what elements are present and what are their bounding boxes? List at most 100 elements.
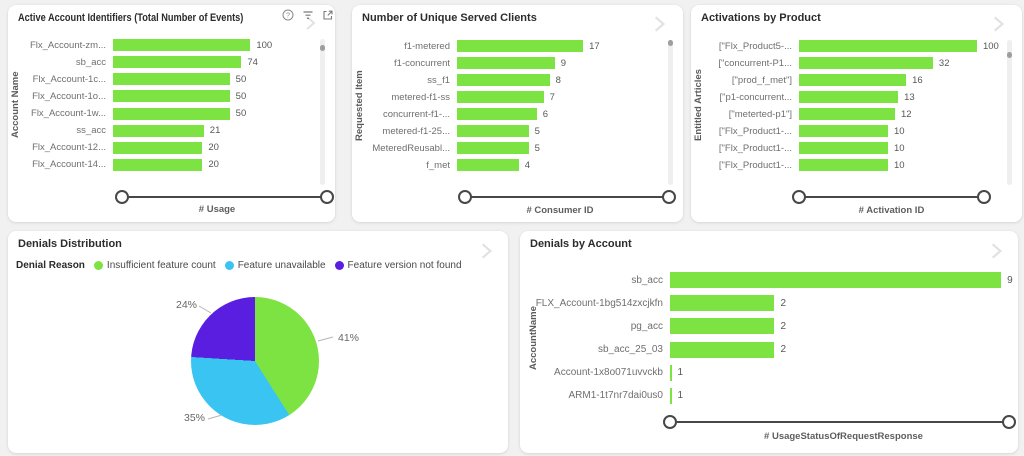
bar-area: 8 (457, 74, 662, 86)
category-label: ["meterted-p1"] (728, 108, 792, 120)
category-label: Flx_Account-12... (32, 142, 106, 154)
slider-handle-right[interactable] (662, 190, 676, 204)
bar-row: f_met 4 (362, 159, 662, 171)
legend-color-dot (224, 261, 234, 270)
slider-handle-left[interactable] (115, 190, 129, 204)
slider-handle-right[interactable] (977, 190, 991, 204)
bar[interactable] (113, 90, 230, 103)
chevron-right-icon[interactable] (649, 14, 669, 34)
bar-row: metered-f1-25... 5 (362, 125, 662, 137)
bar[interactable] (113, 141, 203, 154)
chart-title: Number of Unique Served Clients (362, 12, 537, 24)
chart-title: Denials Distribution (18, 238, 122, 250)
legend-color-dot (334, 261, 344, 270)
popout-icon[interactable] (322, 9, 334, 21)
card-denials-distribution: Denials Distribution Denial Reason Insuf… (8, 231, 508, 453)
x-axis-title: # Activation ID (858, 205, 925, 216)
bar-area: 12 (799, 108, 984, 120)
chevron-right-icon[interactable] (476, 241, 496, 261)
bar[interactable] (113, 107, 230, 120)
pie-chart[interactable] (191, 297, 319, 425)
help-icon[interactable]: ? (282, 9, 294, 21)
chevron-right-icon[interactable] (986, 241, 1006, 261)
legend-item[interactable]: Feature version not found (334, 260, 462, 271)
slider-handle-left[interactable] (663, 415, 677, 429)
bar-row: sb_acc_25_03 2 (530, 341, 1017, 358)
bar-row: ["Flx_Product1-... 10 (701, 159, 984, 171)
bar[interactable] (799, 125, 888, 137)
bar-area: 16 (799, 74, 984, 86)
bar-area: 2 (670, 341, 1017, 358)
category-label: ss_acc (76, 125, 106, 137)
slider-handle-right[interactable] (1002, 415, 1016, 429)
bar[interactable] (113, 56, 242, 69)
slider-handle-left[interactable] (792, 190, 806, 204)
bar-row: FLX_Account-1bg514zxcjkfn 2 (530, 295, 1017, 312)
bar-area: 20 (113, 141, 319, 154)
scrollbar-thumb[interactable] (668, 40, 673, 46)
value-label: 17 (589, 40, 600, 52)
bar[interactable] (670, 364, 672, 381)
bar[interactable] (457, 125, 529, 137)
bar[interactable] (113, 73, 230, 86)
bar-area: 10 (799, 125, 984, 137)
bar[interactable] (670, 318, 775, 335)
bar-row: Flx_Account-zm... 100 (18, 39, 319, 51)
bar[interactable] (799, 40, 977, 52)
card-unique-served-clients: Number of Unique Served Clients Requeste… (352, 5, 683, 222)
bar-plot: f1-metered 17 f1-concurrent 9 ss_f1 8 metered-… (362, 40, 662, 171)
bar[interactable] (799, 159, 888, 171)
bar-area: 9 (670, 272, 1017, 288)
category-label: Flx_Account-1w... (31, 108, 106, 120)
slider-track[interactable] (799, 195, 984, 198)
bar-row: concurrent-f1-... 6 (362, 108, 662, 120)
bar[interactable] (670, 272, 1002, 288)
bar[interactable] (457, 40, 584, 52)
bar-area: 4 (457, 159, 662, 171)
bar[interactable] (670, 341, 775, 358)
bar[interactable] (799, 142, 888, 154)
value-label: 10 (893, 159, 905, 171)
bar[interactable] (113, 39, 251, 51)
bar[interactable] (670, 387, 672, 404)
bar[interactable] (799, 74, 907, 86)
legend-item[interactable]: Feature unavailable (224, 260, 326, 271)
bar[interactable] (113, 124, 204, 137)
slider-track[interactable] (122, 195, 327, 198)
slider-track[interactable] (465, 195, 669, 198)
chevron-right-icon[interactable] (301, 14, 319, 32)
value-label: 10 (893, 125, 905, 137)
filter-icon[interactable] (302, 9, 314, 21)
bar[interactable] (457, 91, 544, 103)
bar[interactable] (799, 57, 933, 69)
slider-handle-left[interactable] (458, 190, 472, 204)
bar[interactable] (799, 108, 896, 120)
bar[interactable] (457, 142, 529, 154)
bar[interactable] (457, 108, 537, 120)
bar-area: 5 (457, 142, 662, 154)
chevron-right-icon[interactable] (988, 14, 1008, 34)
bar-plot: Flx_Account-zm... 100 sb_acc 74 Flx_Account-… (18, 39, 319, 171)
bar[interactable] (457, 74, 550, 86)
x-axis-title: # UsageStatusOfRequestResponse (764, 431, 923, 442)
category-label: sb_acc_25_03 (597, 344, 663, 356)
slider-track[interactable] (670, 420, 1009, 423)
bar-area: 5 (457, 125, 662, 137)
legend-item[interactable]: Insufficient feature count (93, 260, 216, 271)
bar-row: Account-1x8o071uvvckb 1 (530, 364, 1017, 381)
bar[interactable] (670, 295, 775, 312)
scrollbar-thumb[interactable] (1007, 52, 1012, 58)
category-label: pg_acc (630, 320, 663, 332)
bar-area: 7 (457, 91, 662, 103)
bar[interactable] (113, 158, 203, 171)
bar[interactable] (457, 159, 519, 171)
bar[interactable] (457, 57, 555, 69)
scrollbar-thumb[interactable] (320, 45, 325, 51)
bar-row: ["Flx_Product1-... 10 (701, 125, 984, 137)
bar[interactable] (799, 91, 899, 103)
slider-handle-right[interactable] (320, 190, 334, 204)
category-label: f1-concurrent (394, 57, 450, 69)
bar-area: 50 (113, 107, 319, 120)
bar-area: 100 (113, 39, 319, 51)
bar-row: MeteredReusabl... 5 (362, 142, 662, 154)
